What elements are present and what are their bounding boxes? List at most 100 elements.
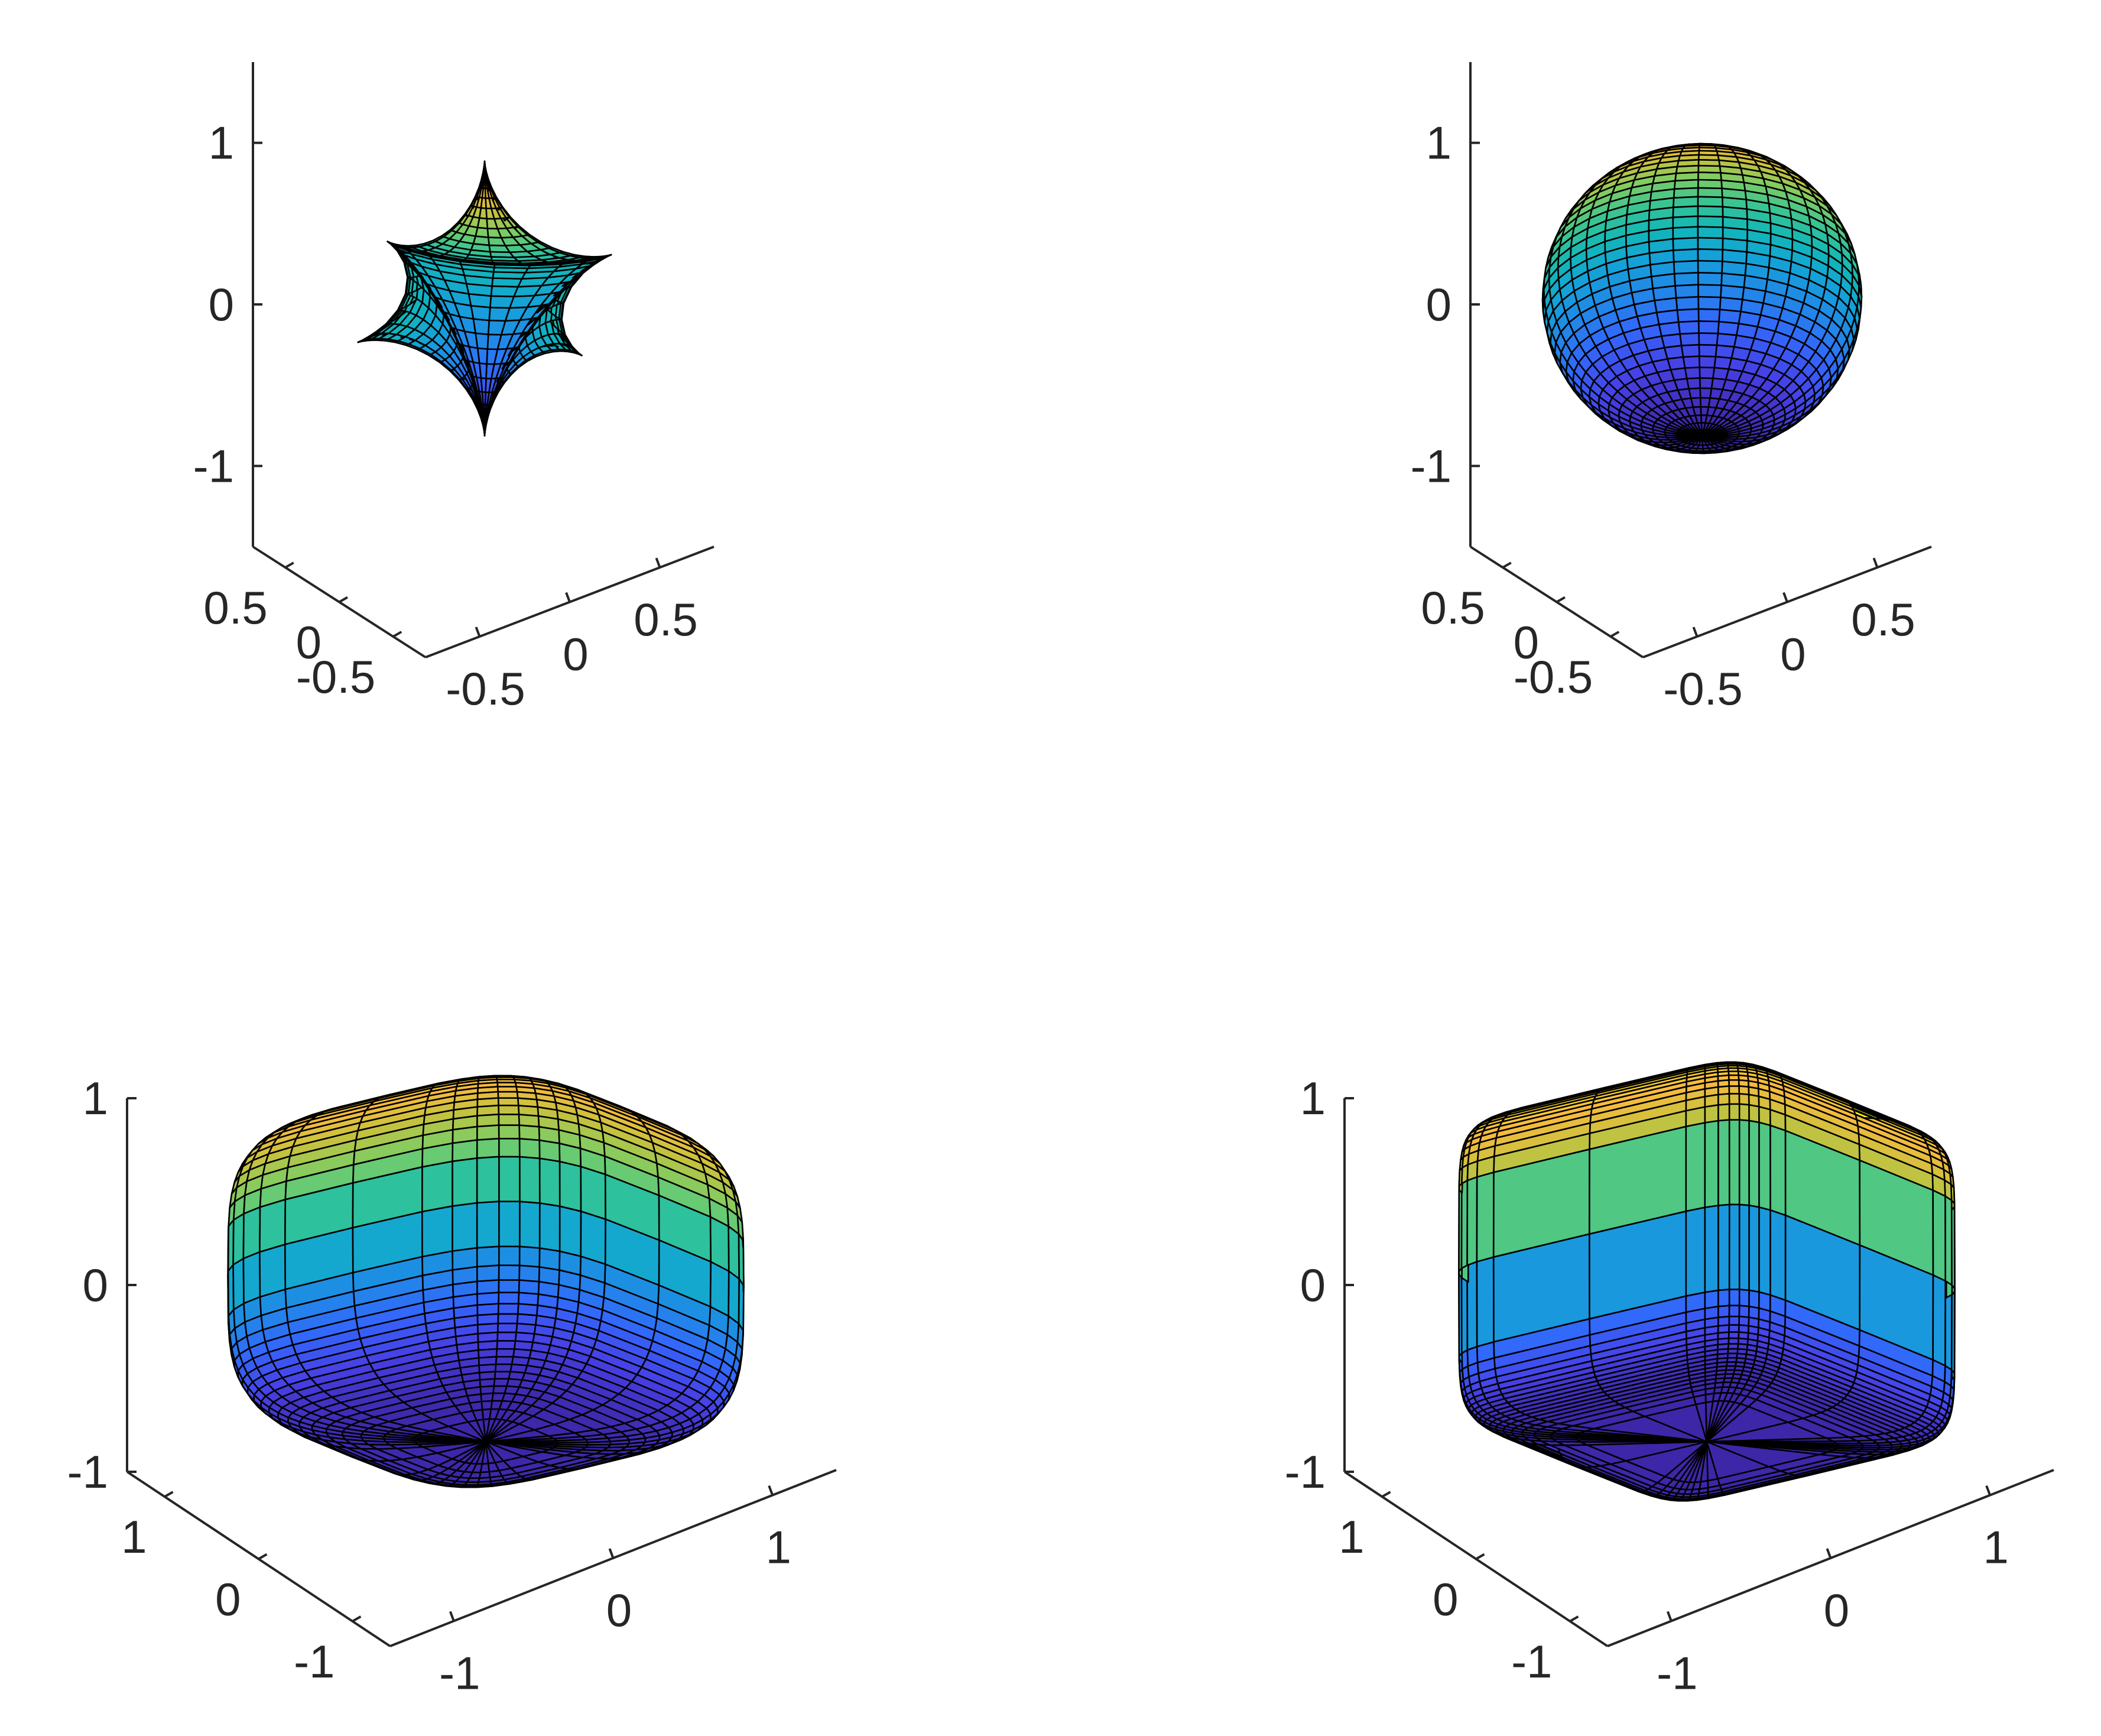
surface-facet [1700, 397, 1711, 408]
surface-facet [495, 1348, 515, 1358]
y-tick-label: 0 [296, 616, 322, 669]
z-tick-label: -1 [1285, 1446, 1326, 1498]
surface-facet [518, 1200, 541, 1249]
x-tick-mark [1692, 627, 1699, 637]
surface-facet [232, 1213, 245, 1266]
surface-facet [580, 1211, 606, 1265]
surface-facet [498, 1104, 520, 1115]
x-tick-mark [1826, 1548, 1832, 1559]
surface-facet [494, 262, 533, 265]
surface-facet [558, 1160, 582, 1212]
surface [1458, 1061, 1956, 1502]
y-tick-label: 0 [1514, 616, 1539, 669]
surface-facet [1680, 343, 1700, 358]
surface-facet [476, 1245, 500, 1268]
x-tick-mark [1985, 1485, 1992, 1496]
y-tick-label: -1 [294, 1636, 335, 1688]
surface-facet [518, 1245, 541, 1268]
x-tick-mark [608, 1548, 615, 1559]
surface-facet [476, 1279, 500, 1295]
y-tick-mark [1556, 596, 1566, 603]
surface-facet [1688, 387, 1701, 400]
surface-facet [498, 1279, 520, 1293]
surface-facet [1684, 366, 1701, 379]
surface-facet [538, 1202, 561, 1252]
surface-facet [1699, 387, 1713, 399]
z-tick-label: 1 [209, 117, 234, 169]
surface-facet [497, 1097, 519, 1107]
surface-facet [518, 1279, 540, 1295]
surface-facet [515, 1086, 537, 1094]
y-tick-label: 0.5 [1421, 582, 1485, 634]
x-tick-label: 0 [1780, 628, 1806, 680]
x-tick-label: 0.5 [1851, 593, 1915, 645]
surface-facet [496, 1331, 517, 1342]
z-tick-label: 0 [1426, 278, 1451, 330]
surface-facet [1699, 355, 1717, 369]
x-tick-mark [1666, 1611, 1673, 1622]
panel-sphere: -101-101-101 [67, 1072, 837, 1699]
surface-facet [728, 1225, 740, 1280]
surface-facet [484, 165, 488, 173]
surface-facet [538, 1157, 561, 1207]
surface-facet [498, 1245, 521, 1267]
y-tick-label: 0 [1433, 1573, 1458, 1625]
surface-facet [1697, 205, 1724, 218]
surface-facet [498, 1292, 520, 1305]
surface-facet [493, 1371, 511, 1380]
surface-facet [452, 1202, 478, 1252]
x-tick-mark [475, 627, 481, 637]
x-tick-mark [655, 557, 661, 568]
surface-facet [580, 1166, 606, 1220]
surface-facet [1674, 284, 1699, 299]
surface-facet [493, 1378, 510, 1387]
surface-facet [1690, 397, 1702, 408]
surface-facet [498, 1113, 520, 1126]
x-tick-label: -1 [439, 1647, 480, 1699]
x-tick-mark [565, 592, 571, 603]
x-tick-label: 1 [765, 1521, 791, 1573]
surface-facet [1673, 259, 1699, 275]
surface-facet [497, 1303, 519, 1315]
surface-facet [604, 254, 612, 258]
z-tick-label: 0 [1300, 1259, 1326, 1311]
surface [1541, 142, 1863, 455]
surface-facet [1698, 332, 1719, 346]
surface-facet [492, 1385, 508, 1394]
surface-facet [494, 1363, 513, 1372]
surface-facet [421, 1160, 453, 1213]
y-tick-label: 0 [215, 1573, 241, 1625]
y-tick-mark [284, 562, 294, 569]
surface-facet [476, 1086, 499, 1094]
surface-facet [1697, 179, 1723, 190]
y-tick-label: -0.5 [1514, 651, 1593, 703]
z-tick-label: 0 [83, 1259, 108, 1311]
y-tick-mark [258, 1553, 268, 1560]
surface-facet [1676, 308, 1700, 323]
surface-facet [498, 1137, 521, 1158]
surface-facet [1699, 377, 1714, 390]
surface-facet [1719, 165, 1743, 176]
surface-facet [558, 1205, 582, 1257]
surface-facet [496, 1086, 518, 1093]
y-tick-mark [1569, 1615, 1579, 1623]
surface-facet [1698, 320, 1720, 335]
surface-facet [1686, 377, 1701, 390]
surface-facet [728, 1270, 740, 1325]
surface-facet [1692, 405, 1702, 417]
z-tick-label: 0 [209, 278, 234, 330]
surface-facet [476, 1137, 500, 1159]
surface-facet [259, 1199, 287, 1253]
y-tick-label: 0.5 [203, 582, 267, 634]
y-tick-mark [1381, 1491, 1391, 1498]
surface-facet [491, 1392, 506, 1402]
x-tick-label: 0 [1824, 1584, 1849, 1636]
y-tick-mark [339, 596, 348, 603]
y-tick-label: -0.5 [296, 651, 375, 703]
surface-facet [1697, 164, 1722, 174]
x-tick-label: 1 [1983, 1521, 2008, 1573]
x-tick-label: -0.5 [1663, 663, 1742, 715]
surface-facet [1697, 226, 1724, 239]
y-tick-mark [164, 1491, 174, 1498]
surface-facet [1679, 332, 1700, 346]
